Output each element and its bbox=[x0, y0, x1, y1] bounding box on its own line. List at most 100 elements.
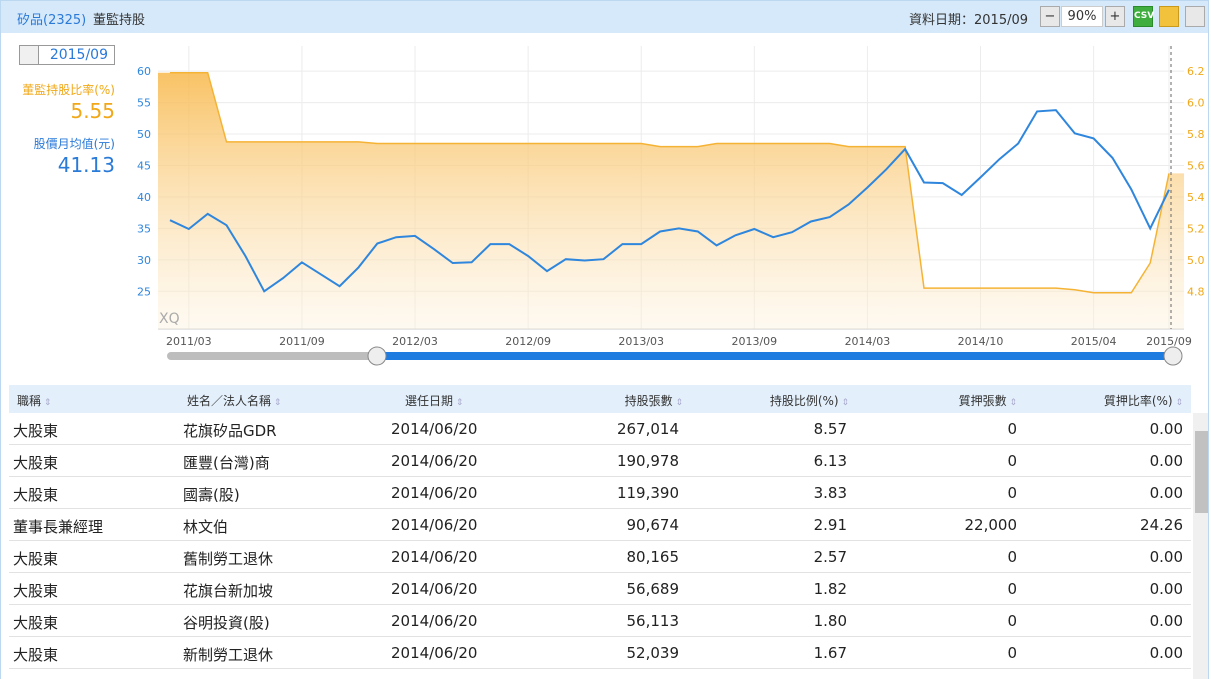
print-button[interactable] bbox=[1185, 6, 1205, 27]
navigator-track bbox=[167, 352, 377, 360]
sort-icon[interactable]: ⇕ bbox=[271, 398, 282, 408]
y-tick-label: 60 bbox=[137, 65, 151, 78]
table-cell: 52,039 bbox=[626, 644, 680, 662]
table-cell: 大股東 bbox=[13, 550, 59, 568]
navigator-handle[interactable] bbox=[1163, 346, 1183, 366]
sort-icon[interactable]: ⇕ bbox=[453, 398, 464, 408]
x-tick-label: 2012/09 bbox=[505, 335, 551, 348]
table-cell: 花旗台新加坡 bbox=[183, 582, 274, 600]
table-cell: 6.13 bbox=[813, 452, 847, 470]
table-cell: 2.91 bbox=[813, 516, 847, 534]
period-select[interactable]: 2015/09 bbox=[19, 45, 115, 65]
table-cell: 2.57 bbox=[813, 548, 847, 566]
table-cell: 2014/06/20 bbox=[391, 420, 478, 438]
x-tick-label: 2015/04 bbox=[1071, 335, 1117, 348]
column-header[interactable]: 姓名／法人名稱 ⇕ bbox=[187, 394, 282, 408]
panel-title: 董監持股 bbox=[93, 13, 146, 28]
column-header[interactable]: 選任日期 ⇕ bbox=[405, 394, 464, 408]
row-divider bbox=[9, 508, 1191, 509]
toolbar: 矽品(2325) 董監持股 資料日期：2015/09 − 90% + CSV bbox=[1, 1, 1208, 33]
table-cell: 0.00 bbox=[1149, 484, 1183, 502]
table-cell: 0 bbox=[1007, 548, 1017, 566]
navigator-handle[interactable] bbox=[367, 346, 387, 366]
chart: 25 30 35 40 45 50 55 60 4.8 5.0 5.2 5.4 5.6 5.8 6.0 6.2… bbox=[137, 46, 1205, 366]
zoom-level[interactable]: 90% bbox=[1061, 6, 1103, 27]
table-cell: 0 bbox=[1007, 420, 1017, 438]
table-cell: 1.67 bbox=[813, 644, 847, 662]
table-cell: 大股東 bbox=[13, 486, 59, 504]
y2-tick-label: 6.2 bbox=[1187, 65, 1205, 78]
y-tick-label: 40 bbox=[137, 191, 151, 204]
table-cell: 90,674 bbox=[626, 516, 680, 534]
table-cell: 0 bbox=[1007, 580, 1017, 598]
ratio-value: 5.55 bbox=[70, 99, 115, 123]
zoom-out[interactable]: − bbox=[1040, 6, 1060, 27]
row-divider bbox=[9, 636, 1191, 637]
y-tick-label: 55 bbox=[137, 97, 151, 110]
x-tick-label: 2015/09 bbox=[1146, 335, 1192, 348]
table-cell: 2014/06/20 bbox=[391, 484, 478, 502]
column-header[interactable]: 持股張數 ⇕ bbox=[624, 394, 683, 408]
table-cell: 董事長兼經理 bbox=[13, 518, 104, 536]
y-tick-label: 35 bbox=[137, 222, 151, 235]
plot bbox=[158, 71, 1184, 329]
y-tick-label: 50 bbox=[137, 128, 151, 141]
table-cell: 2014/06/20 bbox=[391, 548, 478, 566]
column-header[interactable]: 職稱 ⇕ bbox=[17, 394, 52, 408]
table-cell: 0 bbox=[1007, 644, 1017, 662]
dropdown-arrow[interactable] bbox=[20, 46, 39, 64]
table-cell: 2014/06/20 bbox=[391, 612, 478, 630]
column-header[interactable]: 質押比率(%) ⇕ bbox=[1103, 394, 1183, 408]
y2-tick-label: 5.8 bbox=[1187, 128, 1205, 141]
table-cell: 0.00 bbox=[1149, 580, 1183, 598]
column-header[interactable]: 質押張數 ⇕ bbox=[958, 394, 1017, 408]
row-divider bbox=[9, 668, 1191, 669]
table-cell: 林文伯 bbox=[183, 518, 229, 536]
x-tick-label: 2014/03 bbox=[845, 335, 891, 348]
y2-tick-label: 5.6 bbox=[1187, 159, 1205, 172]
price-line bbox=[169, 109, 1170, 293]
price-label: 股價月均值(元) bbox=[33, 137, 115, 151]
stock-link[interactable]: 矽品(2325) bbox=[17, 13, 87, 28]
sort-icon[interactable]: ⇕ bbox=[1172, 398, 1183, 408]
x-tick-label: 2013/09 bbox=[731, 335, 777, 348]
x-tick-label: 2012/03 bbox=[392, 335, 438, 348]
scroll-thumb[interactable] bbox=[1195, 431, 1208, 513]
period: 2015/09 bbox=[49, 47, 108, 63]
csv-button[interactable]: CSV bbox=[1133, 6, 1154, 27]
ratio-line bbox=[170, 71, 1170, 294]
column-header[interactable]: 持股比例(%) ⇕ bbox=[769, 394, 849, 408]
row-divider bbox=[9, 572, 1191, 573]
ratio-label: 董監持股比率(%) bbox=[22, 83, 115, 97]
price-value: 41.13 bbox=[57, 153, 115, 177]
table-cell: 56,113 bbox=[626, 612, 680, 630]
watermark: XQ bbox=[159, 311, 180, 327]
table-cell: 1.82 bbox=[813, 580, 847, 598]
navigator-range[interactable] bbox=[377, 352, 1173, 360]
table-cell: 22,000 bbox=[964, 516, 1018, 534]
x-tick-label: 2011/03 bbox=[166, 335, 212, 348]
table-cell: 190,978 bbox=[616, 452, 679, 470]
table-cell: 0.00 bbox=[1149, 452, 1183, 470]
table-cell: 0.00 bbox=[1149, 612, 1183, 630]
lock-button[interactable] bbox=[1159, 6, 1179, 27]
table-cell: 大股東 bbox=[13, 646, 59, 664]
row-divider bbox=[9, 604, 1191, 605]
sort-icon[interactable]: ⇕ bbox=[1006, 398, 1017, 408]
table-cell: 80,165 bbox=[626, 548, 680, 566]
zoom-in[interactable]: + bbox=[1105, 6, 1125, 27]
scrollbar[interactable] bbox=[1193, 413, 1208, 679]
y2-tick-label: 5.0 bbox=[1187, 254, 1205, 267]
table-cell: 大股東 bbox=[13, 454, 59, 472]
y-tick-label: 25 bbox=[137, 285, 151, 298]
table-cell: 0 bbox=[1007, 452, 1017, 470]
table-cell: 2014/06/20 bbox=[391, 644, 478, 662]
row-divider bbox=[9, 444, 1191, 445]
sort-icon[interactable]: ⇕ bbox=[41, 398, 52, 408]
table-cell: 119,390 bbox=[616, 484, 679, 502]
table-cell: 谷明投資(股) bbox=[183, 614, 270, 632]
sort-icon[interactable]: ⇕ bbox=[672, 398, 683, 408]
table-cell: 新制勞工退休 bbox=[183, 646, 274, 664]
sort-icon[interactable]: ⇕ bbox=[838, 398, 849, 408]
